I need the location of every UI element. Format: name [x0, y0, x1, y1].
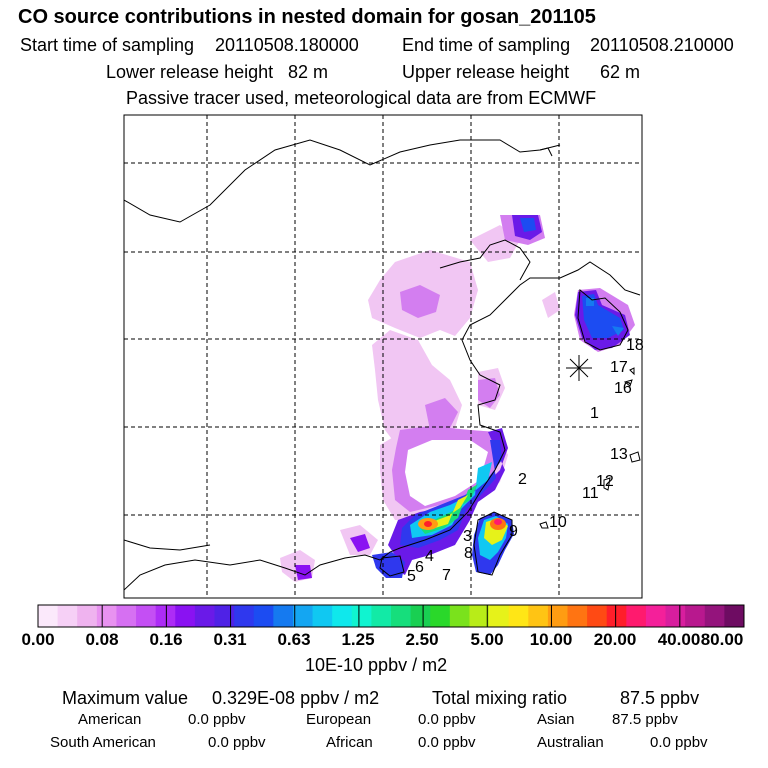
colorbar-frame — [37, 604, 745, 628]
colorbar-swatch — [136, 605, 157, 627]
colorbar-tick: 5.00 — [470, 630, 504, 649]
colorbar-tick: 20.00 — [593, 630, 637, 649]
colorbar-swatch — [253, 605, 274, 627]
colorbar-swatch — [685, 605, 706, 627]
colorbar-tick: 2.50 — [405, 630, 439, 649]
colorbar-tick: 0.08 — [85, 630, 119, 649]
colorbar-swatch — [704, 605, 725, 627]
colorbar-tick: 10.00 — [529, 630, 573, 649]
colorbar-swatch — [312, 605, 333, 627]
colorbar-tick: 0.63 — [277, 630, 311, 649]
colorbar-unit: 10E-10 ppbv / m2 — [305, 655, 448, 675]
colorbar-swatch — [273, 605, 294, 627]
colorbar-swatch — [489, 605, 510, 627]
region-label-7: 7 — [442, 567, 451, 584]
colorbar-swatch — [430, 605, 451, 627]
colorbar-swatch — [194, 605, 215, 627]
colorbar-swatch — [38, 605, 59, 627]
star-marker — [566, 355, 592, 381]
region-label-2: 2 — [518, 471, 527, 488]
region-label-12: 12 — [596, 473, 614, 490]
end-time-label: End time of sampling — [402, 35, 571, 55]
colorbar-swatch — [724, 605, 745, 627]
colorbar-swatch — [606, 605, 627, 627]
coastlines — [124, 139, 641, 591]
region-value: 0.0 ppbv — [650, 734, 708, 751]
upper-height-value: 62 m — [600, 62, 641, 82]
region-label-1: 1 — [590, 405, 599, 422]
upper-height-label: Upper release height — [402, 62, 570, 82]
colorbar-swatch — [116, 605, 137, 627]
colorbar-swatch — [371, 605, 392, 627]
colorbar-tick: 0.00 — [21, 630, 55, 649]
colorbar-swatch — [665, 605, 686, 627]
region-label-3: 3 — [463, 528, 472, 545]
colorbar-tick: 80.00 — [700, 630, 744, 649]
colorbar-swatch — [96, 605, 117, 627]
region-value: 0.0 ppbv — [418, 711, 476, 728]
region-name: Australian — [537, 734, 604, 751]
region-label-18: 18 — [626, 337, 644, 354]
region-label-16: 16 — [614, 380, 632, 397]
max-value-label: Maximum value — [62, 688, 189, 708]
map-frame — [123, 114, 643, 599]
region-value: 0.0 ppbv — [208, 734, 266, 751]
colorbar-swatch — [547, 605, 568, 627]
end-time-value: 20110508.210000 — [590, 35, 734, 55]
region-name: American — [78, 711, 142, 728]
region-label-5: 5 — [407, 568, 416, 585]
region-label-9: 9 — [509, 523, 518, 540]
region-label-4: 4 — [425, 548, 434, 565]
region-value: 0.0 ppbv — [418, 734, 476, 751]
colorbar-swatch — [508, 605, 529, 627]
region-name: African — [326, 734, 373, 751]
colorbar-tick: 0.31 — [213, 630, 247, 649]
region-name: Asian — [537, 711, 575, 728]
region-label-6: 6 — [415, 559, 424, 576]
high-contribution-plume — [295, 215, 630, 580]
start-time-value: 20110508.180000 — [215, 35, 359, 55]
colorbar-tick: 1.25 — [341, 630, 375, 649]
start-time-label: Start time of sampling — [20, 35, 195, 55]
region-name: South American — [50, 734, 156, 751]
lower-height-value: 82 m — [288, 62, 329, 82]
figure-title: CO source contributions in nested domain… — [18, 6, 596, 28]
colorbar-swatch — [391, 605, 412, 627]
max-value: 0.329E-08 ppbv / m2 — [212, 688, 380, 708]
lower-height-label: Lower release height — [106, 62, 274, 82]
colorbar-tick: 0.16 — [149, 630, 183, 649]
tracer-note: Passive tracer used, meteorological data… — [126, 88, 597, 108]
colorbar-swatch — [645, 605, 667, 627]
region-label-10: 10 — [549, 514, 567, 531]
colorbar-swatch — [175, 605, 196, 627]
colorbar-swatch — [332, 605, 353, 627]
region-label-17: 17 — [610, 359, 628, 376]
colorbar-swatch — [626, 605, 647, 627]
colorbar-swatch — [567, 605, 588, 627]
colorbar-swatch — [57, 605, 78, 627]
region-value: 0.0 ppbv — [188, 711, 246, 728]
region-name: European — [306, 711, 372, 728]
colorbar — [37, 605, 745, 627]
colorbar-swatch — [214, 605, 235, 627]
colorbar-swatch — [292, 605, 314, 627]
colorbar-swatch — [528, 605, 549, 627]
colorbar-tick: 40.00 — [657, 630, 701, 649]
colorbar-swatch — [469, 605, 490, 627]
lat-lon-grid — [124, 115, 642, 598]
colorbar-swatch — [587, 605, 608, 627]
colorbar-swatch — [410, 605, 431, 627]
colorbar-swatch — [351, 605, 372, 627]
total-mixing-label: Total mixing ratio — [432, 688, 568, 708]
total-mixing-value: 87.5 ppbv — [620, 688, 700, 708]
region-label-13: 13 — [610, 446, 628, 463]
region-label-11: 11 — [582, 485, 599, 502]
colorbar-swatch — [155, 605, 176, 627]
region-label-8: 8 — [464, 545, 473, 562]
colorbar-swatch — [77, 605, 98, 627]
region-value: 87.5 ppbv — [612, 711, 678, 728]
colorbar-swatch — [234, 605, 255, 627]
colorbar-swatch — [449, 605, 470, 627]
